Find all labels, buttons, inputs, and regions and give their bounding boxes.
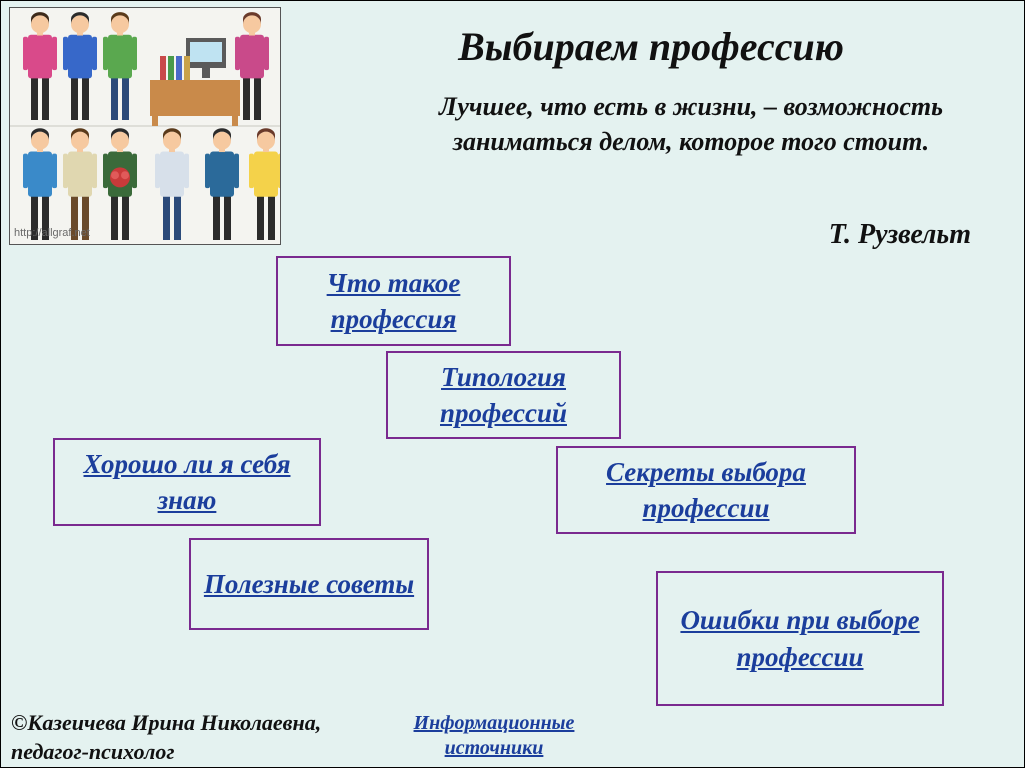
sources-link[interactable]: Информационные источники <box>389 711 599 761</box>
author-credit: ©Казеичева Ирина Николаевна,педагог-псих… <box>11 709 391 766</box>
image-credit: http://allgraf.net <box>14 227 90 239</box>
slide: http://allgraf.net Выбираем профессию Лу… <box>0 0 1025 768</box>
linkbox-useful-tips[interactable]: Полезные советы <box>189 538 429 630</box>
linkbox-secrets[interactable]: Секреты выбора профессии <box>556 446 856 534</box>
quote-attribution: Т. Рузвельт <box>691 219 971 251</box>
linkbox-typology[interactable]: Типология профессий <box>386 351 621 439</box>
linkbox-mistakes[interactable]: Ошибки при выборе профессии <box>656 571 944 706</box>
people-illustration-svg <box>10 8 281 245</box>
page-title: Выбираем профессию <box>331 23 971 70</box>
people-illustration: http://allgraf.net <box>9 7 281 245</box>
quote-text: Лучшее, что есть в жизни, – возможность … <box>401 89 981 159</box>
linkbox-what-is-profession[interactable]: Что такое профессия <box>276 256 511 346</box>
linkbox-know-myself[interactable]: Хорошо ли я себя знаю <box>53 438 321 526</box>
